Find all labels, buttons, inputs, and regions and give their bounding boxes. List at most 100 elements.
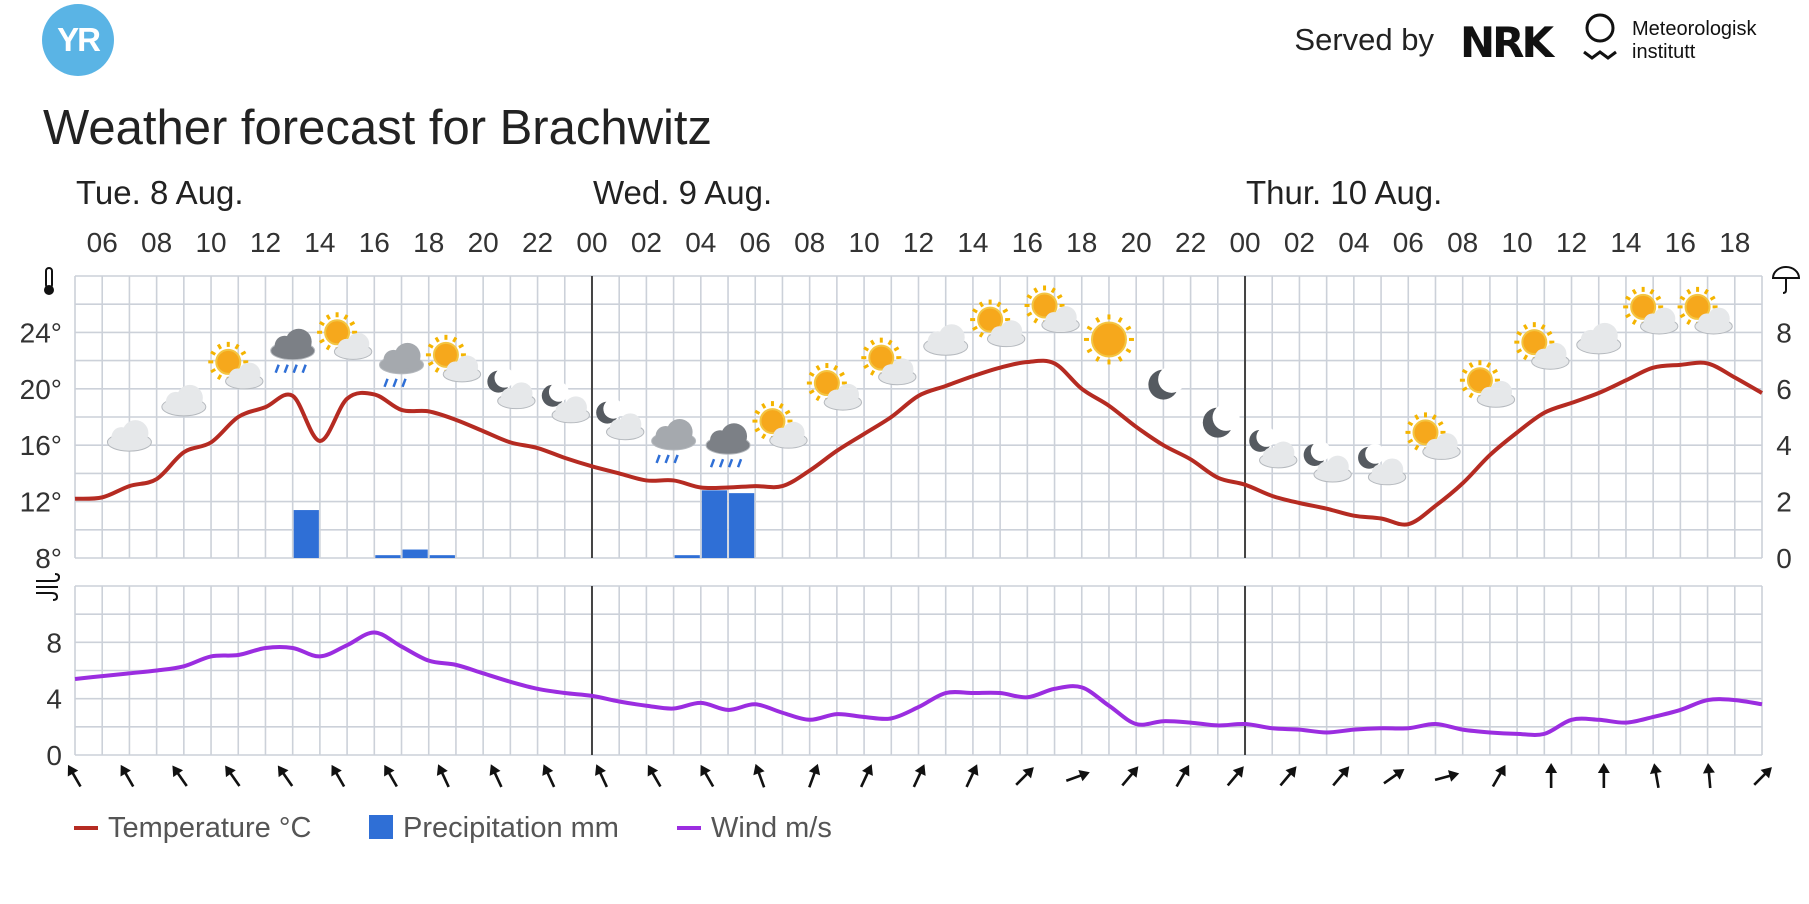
arrow-head [1392,768,1405,780]
precipitation-bar [375,555,401,558]
partly-sunny-icon [1459,360,1516,408]
sun-ray [863,363,870,369]
sun-ray [972,308,978,314]
wind-icon [36,573,61,601]
precipitation-bar [701,490,728,558]
sun-ray [1468,362,1474,368]
sun-ray [216,343,223,350]
sun-disc [868,344,895,371]
cloud-shape [1489,380,1513,404]
hour-label: 18 [1066,227,1097,258]
sun-ray [434,367,440,373]
hour-label: 10 [849,227,880,258]
sun-ray [815,364,821,371]
cloud-shape [285,328,312,355]
partly-moon-icon [596,398,645,441]
cloud-shape [347,332,370,356]
arrow-head [1022,767,1034,779]
wind-arrow-icon [1065,769,1090,782]
cloud-shape [238,362,261,385]
umbrella-icon [1771,266,1801,294]
sun-ray [978,331,984,338]
arrow-head [384,764,395,777]
cloud-shape [122,420,149,447]
sun-disc [977,306,1004,333]
wind-arrow-icon [489,764,503,788]
yr-logo[interactable]: YR [42,4,114,76]
sun-ray [210,350,217,356]
hour-label: 12 [250,227,281,258]
sun-ray [815,395,821,402]
sun-ray [427,343,434,349]
hour-label: 08 [141,227,172,258]
arrow-head [700,764,711,777]
partly-sunny-icon [1024,285,1080,334]
arrow-head [753,763,765,776]
sun-disc [813,370,840,397]
sun-ray [452,336,458,343]
partly-sunny-icon [861,337,917,386]
sun-ray [1709,295,1716,301]
sun-ray [234,343,240,350]
sun-ray [216,374,223,380]
cloud-shape [1326,455,1349,478]
sun-ray [863,346,870,352]
precipitation-bar [429,555,455,558]
sun-ray [808,371,815,377]
cloud-shape [1544,342,1567,365]
sun-ray [1703,288,1709,295]
met-institute-icon [1583,13,1617,60]
sun-ray [1686,288,1692,295]
wind-arrow-icon [1434,770,1460,782]
hour-label: 04 [685,227,716,258]
partly-moon-icon [1249,427,1298,469]
legend-wind-label: Wind m/s [711,812,832,844]
logo-text: YR [57,21,101,58]
wind-arrow-icon [753,763,766,788]
sun-disc [1630,293,1657,320]
arrow-head [1285,766,1297,778]
partly-sunny-icon [1677,286,1733,335]
cloud-shape [1591,322,1618,349]
axis-labels: 24° 20° 16° 12° 8° 8 6 4 2 0 8 4 0 [20,266,1801,771]
sun-ray [1002,308,1009,314]
temperature-series [74,358,1763,527]
hour-label: 16 [359,227,390,258]
sun-ray [1468,392,1474,399]
precipitation-tick: 0 [1776,543,1792,574]
wind-series [74,630,1763,737]
arrow-head [1078,769,1090,782]
nrk-logo[interactable]: NRK [1460,18,1554,67]
arrow-head [489,764,501,776]
sun-ray [754,427,761,433]
sun-ray [1649,288,1655,295]
precipitation-tick: 6 [1776,374,1792,405]
cloud-icon [106,420,152,452]
hour-label: 12 [1556,227,1587,258]
wind-arrow-icon [1491,764,1506,788]
wind-arrow-icon [1702,763,1715,789]
hour-label: 02 [631,227,662,258]
sun-ray [1516,330,1523,336]
hour-label: 00 [576,227,607,258]
temperature-tick: 16° [20,430,62,461]
sun-ray [1461,386,1468,392]
met-institute-logo[interactable]: Meteorologisk institutt [1632,18,1757,64]
partly-moon-icon [541,381,590,424]
arrow-head [436,764,448,776]
sun-ray [778,403,784,409]
sun-disc [215,348,242,375]
legend-temperature-label: Temperature °C [108,812,311,844]
legend-precipitation-swatch [369,815,393,839]
arrow-head [1702,763,1715,774]
wind-arrow-icon [1383,768,1405,785]
temperature-tick: 8° [35,543,62,574]
partly-moon-icon [1358,444,1407,486]
day-label-2: Thur. 10 Aug. [1246,174,1442,211]
sun-ray [996,301,1002,308]
cloud-shape [1054,306,1077,329]
weather-symbols [106,285,1733,486]
rain-drop [301,364,307,374]
moon-cut [548,381,569,402]
arrow-head [1760,767,1772,779]
